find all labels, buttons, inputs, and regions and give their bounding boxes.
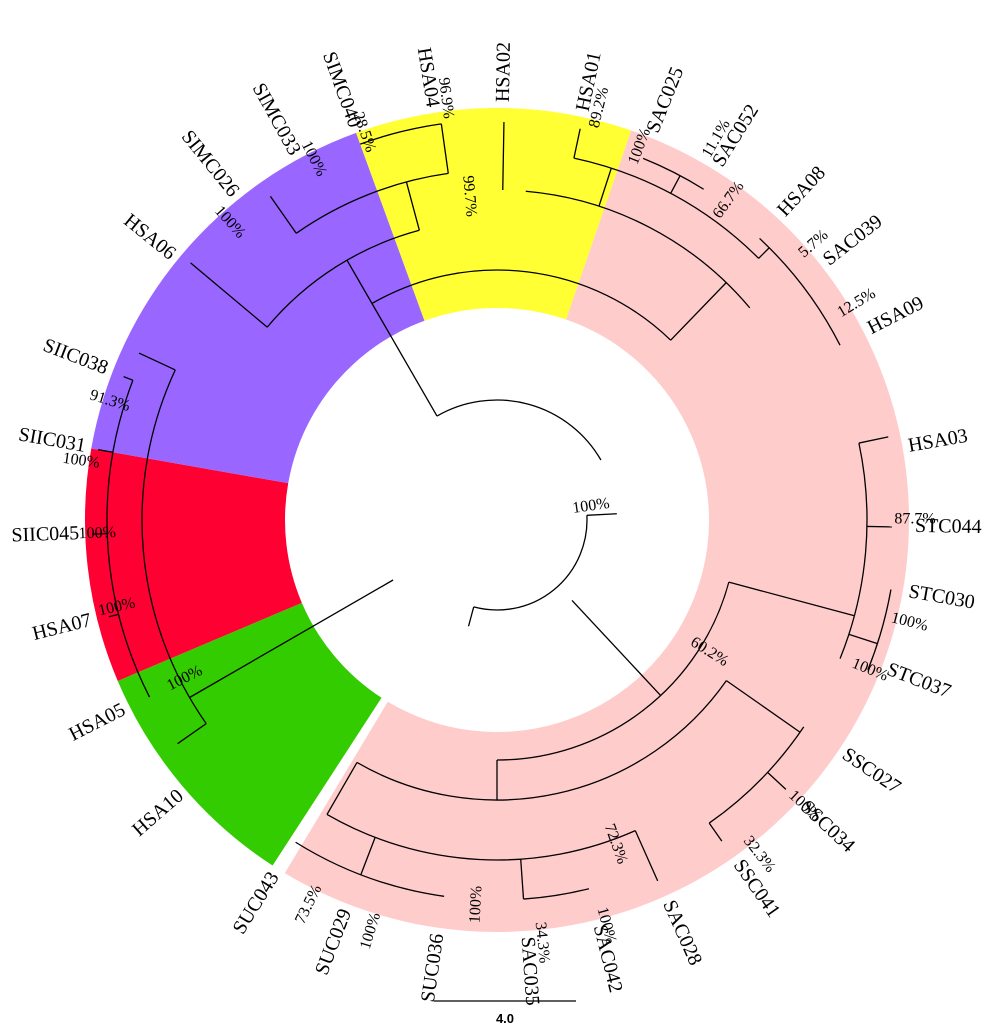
scale-bar: 4.0	[434, 1000, 576, 1026]
leaf-label-SIIC045: SIIC045	[11, 522, 80, 546]
support-purple-base: 100%	[467, 885, 486, 923]
leaf-label-HSA05: HSA05	[65, 699, 128, 746]
branch-radial	[670, 175, 681, 194]
support-suc-group: 73.5%	[292, 882, 325, 927]
leaf-label-HSA10: HSA10	[128, 785, 188, 841]
red-clade-sector	[85, 448, 302, 681]
branch-radial	[758, 247, 770, 259]
branch-radial	[108, 613, 119, 618]
branch-arc	[867, 589, 892, 671]
branch-arc	[642, 157, 705, 190]
support-root: 100%	[571, 495, 610, 517]
branch-radial	[725, 680, 801, 733]
branch-arc	[525, 190, 751, 309]
branch-radial	[634, 830, 659, 882]
leaf-label-STC037: STC037	[884, 658, 954, 702]
branch-radial	[520, 859, 525, 900]
branch-arc	[295, 172, 449, 234]
leaf-label-SUC029: SUC029	[311, 906, 356, 978]
clade-sectors	[85, 107, 910, 933]
branch-radial	[440, 123, 449, 174]
branch-radial	[502, 122, 505, 191]
branch-radial	[98, 449, 114, 453]
leaf-label-HSA02: HSA02	[492, 42, 515, 102]
leaf-label-SAC025: SAC025	[642, 64, 688, 136]
leaf-label-SUC043: SUC043	[228, 868, 283, 938]
branch-radial	[586, 513, 617, 516]
pink-clade-sector	[284, 130, 910, 933]
branch-arc	[708, 726, 805, 824]
branch-arc	[759, 237, 841, 346]
branch-arc	[496, 581, 730, 761]
branch-arc	[473, 515, 588, 611]
branch-radial	[177, 723, 207, 745]
leaf-label-STC030: STC030	[907, 580, 976, 613]
branch-arc	[106, 380, 151, 698]
branch-arc	[326, 813, 636, 861]
branch-radial	[467, 606, 475, 627]
branch-radial	[360, 837, 376, 875]
support-pink-inner: 99.7%	[459, 175, 480, 218]
support-stc030-037: 100%	[889, 609, 929, 635]
branch-arc	[356, 680, 727, 801]
branch-arc	[436, 399, 602, 461]
branch-radial	[371, 303, 438, 417]
branch-arc	[371, 269, 672, 341]
branch-radial	[92, 532, 108, 535]
support-siic045-group: 100%	[78, 524, 116, 542]
branch-radial	[573, 128, 581, 159]
branch-arc	[141, 369, 207, 724]
branch-arc	[523, 888, 590, 900]
branch-arc	[266, 229, 420, 328]
support-green-inner: 87.7%	[894, 511, 935, 528]
leaf-label-SUC036: SUC036	[417, 932, 448, 1003]
support-hsa04-pair: 96.9%	[435, 77, 457, 120]
branch-radial	[708, 822, 723, 842]
support-sac035-042: 34.3%	[532, 921, 553, 964]
branch-arc	[839, 442, 868, 659]
branch-radial	[123, 376, 134, 381]
branch-radial	[670, 282, 727, 341]
leaf-label-HSA03: HSA03	[906, 425, 969, 457]
branch-arc	[295, 841, 445, 897]
branch-arc	[573, 157, 760, 259]
leaf-label-HSA08: HSA08	[773, 162, 830, 221]
branch-radial	[571, 600, 662, 696]
leaf-label-HSA06: HSA06	[119, 210, 179, 265]
branch-radial	[138, 352, 176, 371]
branch-radial	[848, 633, 878, 645]
branch-radial	[767, 771, 787, 790]
leaf-label-SSC027: SSC027	[838, 743, 905, 798]
leaf-label-SAC028: SAC028	[658, 897, 706, 969]
leaf-label-SIMC033: SIMC033	[248, 79, 305, 159]
tree-branches	[92, 122, 892, 900]
branch-radial	[190, 262, 268, 328]
branch-radial	[346, 259, 373, 304]
leaf-label-STC044: STC044	[915, 515, 982, 538]
branch-radial	[326, 762, 358, 815]
leaf-label-HSA07: HSA07	[30, 609, 94, 645]
branch-radial	[858, 436, 889, 444]
branch-radial	[405, 181, 420, 231]
purple-clade-sector	[91, 132, 425, 484]
yellow-clade-sector	[356, 107, 632, 321]
branch-radial	[728, 581, 855, 617]
green-clade-sector	[117, 602, 382, 866]
branch-radial	[189, 579, 394, 699]
leaf-label-SIMC026: SIMC026	[177, 126, 244, 201]
scale-bar-label: 4.0	[496, 1011, 514, 1026]
branch-radial	[598, 167, 612, 207]
support-suc-pair: 100%	[357, 911, 384, 952]
support-siic031-group: 100%	[62, 450, 101, 472]
branch-radial	[269, 196, 297, 234]
leaf-label-SIIC038: SIIC038	[40, 334, 111, 379]
branch-arc	[359, 123, 442, 145]
leaf-label-SAC035: SAC035	[517, 936, 544, 1006]
